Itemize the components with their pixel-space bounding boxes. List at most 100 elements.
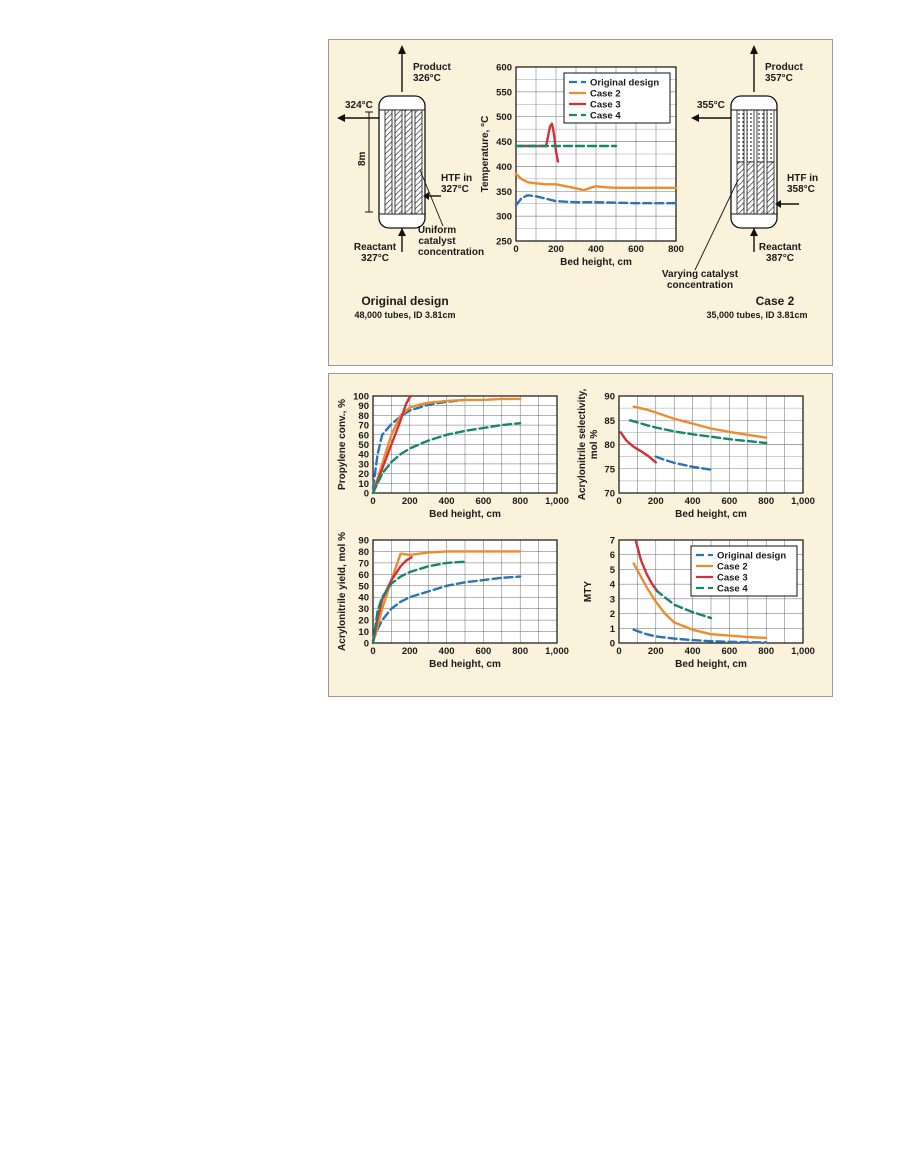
catalyst-tube-dilute <box>766 109 775 163</box>
chart-4-x-tick-label: 1,000 <box>791 646 815 657</box>
chart-3-y-tick-label: 60 <box>358 570 369 581</box>
chart-3-y-tick-label: 40 <box>358 593 369 604</box>
chart-1-x-tick-label: 600 <box>475 496 491 507</box>
catalyst-tube-dense <box>736 161 745 215</box>
reactor-left-diagram <box>337 45 444 252</box>
chart-0-legend-label-case-3: Case 3 <box>590 100 621 111</box>
chart-1-x-tick-label: 1,000 <box>545 496 569 507</box>
chart-4-y-tick-label: 0 <box>610 639 615 650</box>
chart-2-x-tick-label: 0 <box>616 496 621 507</box>
htf-temp-left: 327°C <box>441 184 469 195</box>
catalyst-tube <box>414 109 423 215</box>
chart-0-y-tick-label: 500 <box>496 112 512 123</box>
chart-1-y-tick-label: 40 <box>358 450 369 461</box>
chart-4-x-axis-label: Bed height, cm <box>675 659 747 670</box>
chart-3-x-tick-label: 800 <box>512 646 528 657</box>
chart-2-y-tick-label: 70 <box>604 489 615 500</box>
product-temp-right: 357°C <box>765 73 793 84</box>
chart-0-x-axis-label: Bed height, cm <box>560 257 632 268</box>
catalyst-tube-dense <box>766 161 775 215</box>
chart-4-legend-label-case-2: Case 2 <box>717 562 748 573</box>
arrow-left-icon <box>775 200 781 208</box>
reactor-right-diagram <box>691 45 799 271</box>
chart-1-y-tick-label: 30 <box>358 459 369 470</box>
chart-3-y-tick-label: 70 <box>358 558 369 569</box>
chart-4-series-case-2 <box>632 562 768 640</box>
catalyst-label-left-2: catalyst <box>418 236 456 247</box>
catalyst-callout-line <box>419 169 444 227</box>
chart-2-y-axis-label-line1: Acrylonitrile selectivity, <box>577 389 588 501</box>
htf-temp-right: 358°C <box>787 184 815 195</box>
top-panel-svg: Product 326°C 324°C 8m HTF in 327°C Unif… <box>337 45 818 320</box>
chart-1-x-tick-label: 0 <box>370 496 375 507</box>
reactor-comparison-panel: Product 326°C 324°C 8m HTF in 327°C Unif… <box>328 39 833 366</box>
height-label: 8m <box>357 151 368 166</box>
arrow-up-icon <box>398 228 406 236</box>
chart-0-x-tick-label: 0 <box>513 244 518 255</box>
chart-4-x-tick-label: 800 <box>758 646 774 657</box>
chart-0-legend-label-original-design: Original design <box>590 78 659 89</box>
chart-1-y-tick-label: 100 <box>353 392 369 403</box>
chart-0-y-tick-label: 550 <box>496 87 512 98</box>
chart-2-series-case-2 <box>632 405 768 439</box>
chart-1-y-tick-label: 70 <box>358 421 369 432</box>
chart-2-x-tick-label: 800 <box>758 496 774 507</box>
chart-1-y-tick-label: 10 <box>358 479 369 490</box>
chart-0-y-tick-label: 250 <box>496 237 512 248</box>
chart-0-y-tick-label: 400 <box>496 162 512 173</box>
chart-0-legend-label-case-2: Case 2 <box>590 89 621 100</box>
chart-1-x-tick-label: 200 <box>402 496 418 507</box>
propylene-conversion-chart: 0 200 400 600 800 1,000 0102030405060708090100… <box>337 392 569 521</box>
caption-title-right: Case 2 <box>756 294 795 308</box>
catalyst-label-right-2: concentration <box>667 280 733 291</box>
chart-1-y-tick-label: 0 <box>364 489 369 500</box>
chart-0-frame <box>515 66 677 242</box>
product-label-left: Product <box>413 62 451 73</box>
chart-4-legend-label-original-design: Original design <box>717 551 786 562</box>
chart-2-y-tick-label: 75 <box>604 464 615 475</box>
catalyst-tube-dilute <box>746 109 755 163</box>
chart-1-x-tick-label: 800 <box>512 496 528 507</box>
reactant-temp-left: 327°C <box>361 253 389 264</box>
chart-4-x-tick-label: 600 <box>721 646 737 657</box>
chart-3-x-tick-label: 0 <box>370 646 375 657</box>
chart-1-frame <box>372 395 558 494</box>
chart-4-y-axis-label: MTY <box>583 581 594 602</box>
chart-3-y-tick-label: 50 <box>358 581 369 592</box>
chart-4-x-tick-label: 400 <box>685 646 701 657</box>
chart-1-x-tick-label: 400 <box>439 496 455 507</box>
chart-0-x-tick-label: 600 <box>628 244 644 255</box>
chart-4-y-tick-label: 5 <box>610 565 616 576</box>
catalyst-tube-dense <box>756 161 765 215</box>
chart-0-y-tick-label: 350 <box>496 187 512 198</box>
chart-2-series-case-3 <box>619 431 657 464</box>
catalyst-label-left-1: Uniform <box>418 225 456 236</box>
chart-2-series-case-4 <box>628 419 768 445</box>
htf-label-right: HTF in <box>787 173 818 184</box>
chart-4-series-original-design <box>632 628 768 644</box>
reactant-label-right: Reactant <box>759 242 802 253</box>
chart-3-frame <box>372 539 558 644</box>
catalyst-label-right-1: Varying catalyst <box>662 269 739 280</box>
chart-3-y-tick-label: 90 <box>358 536 369 547</box>
side-outlet-temp-right: 355°C <box>697 100 725 111</box>
chart-3-y-tick-label: 30 <box>358 604 369 615</box>
arrow-up-icon <box>750 228 758 236</box>
catalyst-tube-dilute <box>756 109 765 163</box>
chart-4-y-tick-label: 3 <box>610 594 615 605</box>
chart-3-y-tick-label: 20 <box>358 616 369 627</box>
chart-1-y-tick-label: 60 <box>358 430 369 441</box>
chart-0-y-tick-label: 600 <box>496 63 512 74</box>
chart-0-x-tick-label: 400 <box>588 244 604 255</box>
chart-4-y-tick-label: 6 <box>610 550 615 561</box>
catalyst-tube <box>404 109 413 215</box>
catalyst-tube <box>394 109 403 215</box>
chart-4-legend-label-case-3: Case 3 <box>717 573 748 584</box>
caption-sub-right: 35,000 tubes, ID 3.81cm <box>706 310 807 320</box>
chart-4-x-tick-label: 200 <box>648 646 664 657</box>
chart-3-y-tick-label: 0 <box>364 639 369 650</box>
chart-4-series-case-3 <box>634 538 659 593</box>
htf-label-left: HTF in <box>441 173 472 184</box>
chart-0-y-axis-label: Temperature, °C <box>480 116 491 193</box>
arrow-up-icon <box>398 45 406 54</box>
